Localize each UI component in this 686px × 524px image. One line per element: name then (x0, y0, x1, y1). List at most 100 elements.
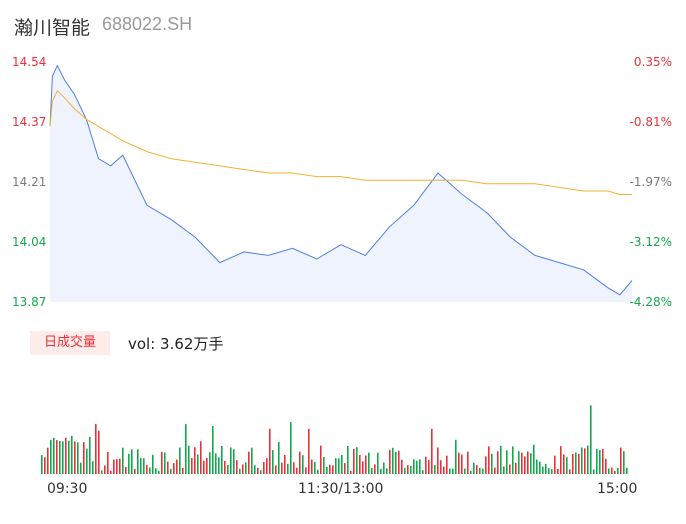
volume-bar (203, 460, 205, 474)
volume-bar (221, 446, 223, 474)
volume-bar (341, 454, 343, 474)
volume-bar (44, 457, 46, 474)
volume-bar (272, 450, 274, 474)
volume-bar (53, 437, 55, 474)
volume-bar (314, 462, 316, 474)
volume-bar (149, 467, 151, 474)
price-label-2: 14.21 (12, 175, 47, 189)
volume-bar (482, 468, 484, 474)
volume-bar (122, 447, 124, 474)
volume-bar (263, 462, 265, 474)
volume-bar (590, 405, 592, 474)
volume-bar (518, 451, 520, 474)
volume-bar (494, 467, 496, 474)
volume-bar (62, 441, 64, 474)
volume-bar (197, 454, 199, 474)
price-label-1: 14.37 (12, 115, 47, 129)
volume-bar (266, 458, 268, 474)
volume-bar (269, 428, 271, 474)
volume-bar (575, 452, 577, 474)
volume-bar (557, 468, 559, 474)
volume-bar (167, 461, 169, 474)
volume-bar (281, 462, 283, 474)
volume-bar (284, 454, 286, 474)
volume-bar (608, 468, 610, 474)
volume-bar (305, 467, 307, 474)
volume-bar (98, 430, 100, 474)
volume-bar (626, 467, 628, 474)
volume-bar (509, 464, 511, 474)
volume-bar (578, 453, 580, 474)
volume-bar (551, 469, 553, 474)
volume-bar (593, 469, 595, 474)
volume-bar (365, 455, 367, 474)
time-label-open: 09:30 (47, 481, 88, 497)
volume-bar (422, 470, 424, 474)
volume-bar (236, 460, 238, 474)
volume-bar (407, 465, 409, 474)
volume-bar (452, 468, 454, 474)
volume-bar (311, 459, 313, 474)
volume-bar (113, 459, 115, 474)
volume-bar (395, 451, 397, 474)
volume-bar (77, 442, 79, 474)
average-price-line (49, 89, 632, 195)
volume-bar (248, 451, 250, 474)
price-label-3: 14.04 (12, 235, 47, 249)
volume-bar (506, 450, 508, 474)
volume-bar (200, 441, 202, 474)
volume-bar (383, 462, 385, 474)
volume-bar (56, 440, 58, 474)
volume-bar (533, 444, 535, 474)
pct-label-2: -1.97% (629, 175, 672, 189)
volume-bar (512, 446, 514, 474)
volume-bar (614, 470, 616, 474)
volume-bar (107, 451, 109, 474)
volume-bar (527, 451, 529, 474)
volume-bar (485, 456, 487, 474)
time-label-midday: 11:30/13:00 (298, 481, 384, 497)
volume-bar (401, 459, 403, 474)
volume-bar (599, 450, 601, 474)
volume-bar (350, 470, 352, 474)
volume-bar (455, 439, 457, 474)
volume-bar (206, 457, 208, 474)
volume-bar (392, 447, 394, 474)
volume-bar (125, 466, 127, 474)
volume-bar (299, 451, 301, 474)
volume-bar (434, 465, 436, 474)
volume-bar (155, 468, 157, 474)
volume-bar (338, 458, 340, 474)
volume-bar (542, 466, 544, 474)
price-area (50, 65, 632, 302)
volume-bar (239, 468, 241, 474)
volume-bar (446, 455, 448, 474)
volume-bar (440, 460, 442, 474)
volume-bar (389, 449, 391, 474)
volume-bar (152, 454, 154, 474)
volume-bar (473, 462, 475, 474)
volume-bar (479, 467, 481, 474)
volume-bar (431, 428, 433, 474)
pct-label-3: -3.12% (629, 235, 672, 249)
stock-code: 688022.SH (102, 14, 193, 34)
volume-bar (458, 452, 460, 474)
daily-volume-badge[interactable]: 日成交量 (30, 331, 110, 355)
volume-bar (293, 462, 295, 474)
volume-bar (362, 461, 364, 474)
volume-bar (308, 428, 310, 474)
volume-bar (185, 424, 187, 474)
volume-bar (41, 455, 43, 474)
volume-bar (419, 459, 421, 474)
volume-bar (245, 462, 247, 474)
volume-bar (209, 452, 211, 474)
volume-bar (521, 452, 523, 474)
pct-label-4: -4.28% (629, 295, 672, 309)
volume-bar (437, 447, 439, 474)
volume-bar (404, 468, 406, 474)
volume-bar (242, 464, 244, 474)
volume-bar (569, 469, 571, 474)
volume-bar (515, 462, 517, 474)
volume-bar (287, 463, 289, 474)
